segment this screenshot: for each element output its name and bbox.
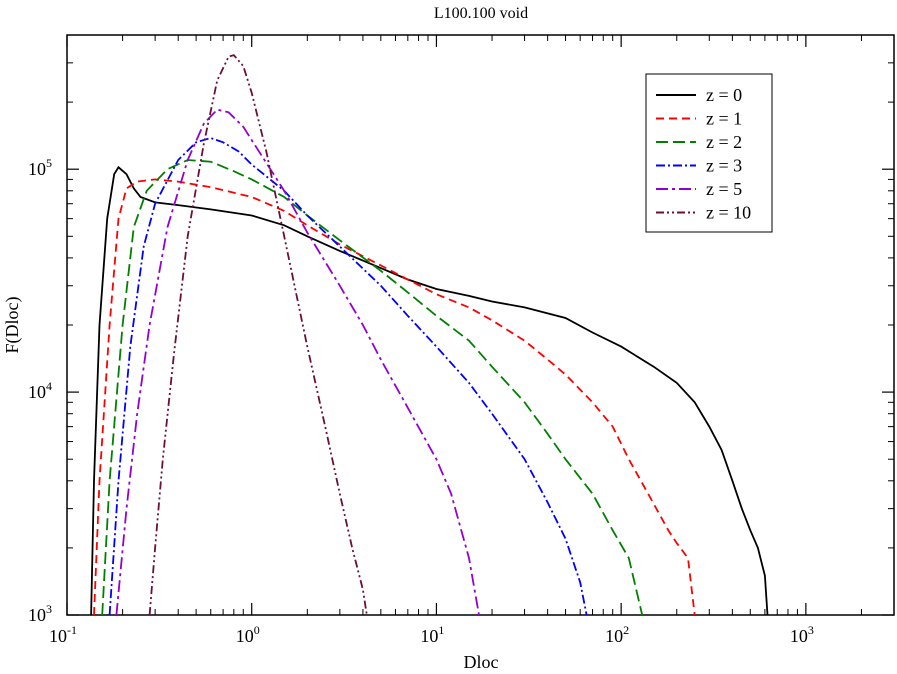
y-tick-label-0: 103 xyxy=(28,602,52,625)
legend-label-3: z = 3 xyxy=(706,156,742,176)
x-axis: 10-1 100 101 102 103 xyxy=(49,35,895,646)
series-line-5 xyxy=(148,54,368,616)
series-line-1 xyxy=(93,178,696,616)
x-tick-label-1: 100 xyxy=(236,623,260,646)
legend: z = 0 z = 1 z = 2 z = 3 z = 5 z = 10 xyxy=(645,73,773,233)
legend-label-1: z = 1 xyxy=(706,109,742,129)
x-tick-label-4: 103 xyxy=(790,623,814,646)
series-line-0 xyxy=(90,165,769,616)
x-tick-label-0: 10-1 xyxy=(49,623,77,646)
y-tick-label-1: 104 xyxy=(28,379,52,402)
plot-area xyxy=(90,54,769,616)
x-tick-label-2: 101 xyxy=(420,623,444,646)
chart-title: L100.100 void xyxy=(434,5,528,22)
legend-label-5: z = 10 xyxy=(706,203,751,223)
legend-label-0: z = 0 xyxy=(706,85,742,105)
y-axis-label: F(Dloc) xyxy=(2,297,23,354)
legend-label-2: z = 2 xyxy=(706,132,742,152)
series-line-4 xyxy=(115,108,480,616)
series-line-2 xyxy=(101,159,644,616)
series-line-3 xyxy=(108,137,588,616)
x-tick-label-3: 102 xyxy=(605,623,629,646)
y-tick-label-2: 105 xyxy=(28,156,52,179)
legend-box xyxy=(645,73,773,233)
legend-label-4: z = 5 xyxy=(706,179,742,199)
x-axis-label: Dloc xyxy=(464,652,499,672)
